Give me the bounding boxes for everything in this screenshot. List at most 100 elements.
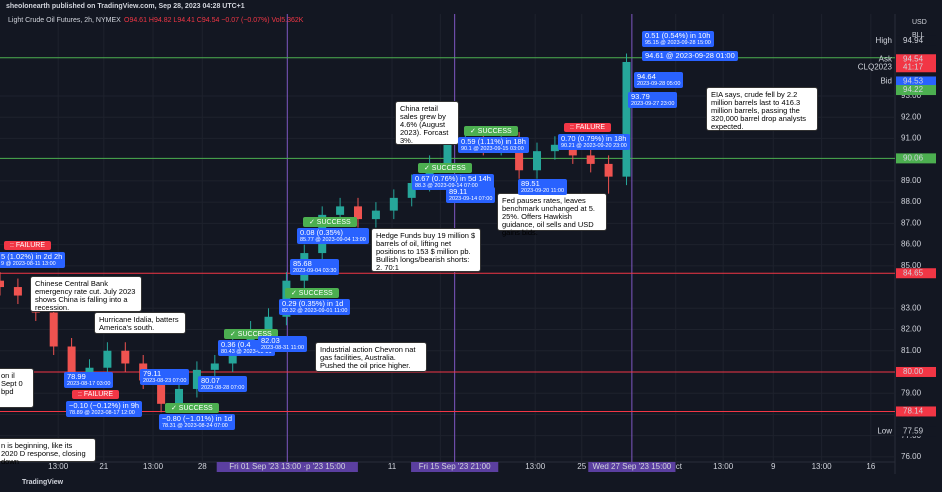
price-tag-label: 94.94 (903, 36, 924, 45)
news-note: Industrial action Chevron nat gas facili… (315, 342, 427, 372)
candle-body (282, 280, 291, 317)
level-tag (896, 268, 936, 279)
prediction-detail: 2023-08-31 11:00 (261, 345, 305, 351)
y-tick-label: 82.00 (901, 325, 922, 334)
candle-body (85, 367, 94, 377)
price-tag-name: Ask (879, 54, 893, 63)
news-note: n is beginning, like its 2020 D response… (0, 438, 96, 466)
candle-body (425, 163, 434, 184)
footer-brand: TradingView (22, 479, 64, 486)
candle-body (175, 388, 183, 404)
y-tick-label: 76.00 (901, 452, 922, 461)
y-tick-label: 88.00 (901, 197, 922, 206)
price-tag (896, 54, 936, 65)
price-tag-name: Low (877, 426, 892, 435)
candle-body (586, 155, 595, 164)
level-tag-label: 78.14 (903, 407, 924, 416)
price-tag-name: CLQ2023 (858, 62, 893, 71)
prediction: 93.79 2023-09-27 23:00 (628, 92, 678, 108)
prediction: −0.10 (−0.12%) in 9h 78.89 @ 2023-08-17 1… (66, 401, 143, 417)
byline: sheolonearth published on TradingView.co… (6, 3, 245, 10)
prediction-title: −0.10 (−0.12%) in 9h (69, 401, 140, 410)
prediction: 80.07 2023-08-28 07:00 (198, 376, 248, 392)
price-tag (896, 76, 936, 87)
news-note: Hedge Funds buy 19 million $ barrels of … (371, 228, 481, 272)
price-tag-label: 94.54 (903, 54, 924, 63)
prediction-detail: 88.3 @ 2023-09-14 07:00 (415, 183, 478, 189)
x-tick-label: 13:00 (525, 462, 546, 471)
prediction-detail: 2023-08-28 07:00 (201, 385, 245, 391)
price-tag-label: 94.22 (903, 85, 924, 94)
prediction-title: 82.03 (261, 336, 280, 345)
candle-body (389, 197, 398, 211)
prediction: 94.61 @ 2023-09-28 01:00 (642, 51, 738, 61)
unit: BLL (912, 32, 925, 39)
x-tick-label: 13:00 (143, 462, 164, 471)
level-tag-label: 90.06 (903, 153, 924, 162)
prediction-title: 78.99 (67, 372, 86, 381)
prediction: 85.68 2023-09-04 03:30 (290, 259, 340, 275)
news-note: China retail sales grew by 4.6% (August … (395, 101, 459, 145)
x-tick-label: 13:00 (48, 462, 69, 471)
price-tag-name: High (876, 36, 892, 45)
news-note: on il Sept 0 bpd (0, 368, 34, 408)
news-note: EIA says, crude fell by 2.2 million barr… (706, 87, 818, 131)
prediction-title: 0.67 (0.76%) in 5d 14h (415, 174, 491, 183)
prediction-detail: 82.32 @ 2023-09-01 11:00 (282, 308, 348, 314)
prediction-detail: 90.1 @ 2023-09-15 03:00 (461, 146, 524, 152)
x-tick-label: 11 (388, 462, 397, 471)
candle-body (533, 151, 541, 171)
prediction-status: :: FAILURE (4, 241, 52, 250)
prediction-title: 94.64 (637, 72, 656, 81)
price-tag-label: 41:17 (903, 62, 924, 71)
news-note: Hurricane Idalia, batters America's sout… (94, 312, 186, 334)
prediction-title: 85.68 (293, 259, 312, 268)
candle-body (622, 61, 631, 177)
prediction: 0.67 (0.76%) in 5d 14h 88.3 @ 2023-09-14 … (412, 174, 494, 190)
prediction-detail: 2023-09-20 11:00 (521, 188, 565, 194)
prediction-title: 0.36 (0.4 (221, 340, 251, 349)
prediction-status: ✓ SUCCESS (418, 163, 472, 173)
event-label: Wed 27 Sep '23 15:00 (592, 462, 671, 471)
level-tag-label: 84.65 (903, 268, 924, 277)
x-tick-label: 13:00 (713, 462, 734, 471)
prediction-title: 79.11 (143, 369, 162, 378)
prediction: 82.03 2023-08-31 11:00 (258, 336, 308, 352)
x-tick-label: Oct (669, 462, 682, 471)
prediction-status: ✓ SUCCESS (165, 403, 219, 413)
prediction-detail: 2023-08-17 03:00 (67, 381, 111, 387)
level-tag-label: 80.00 (903, 367, 924, 376)
candle-body (407, 183, 416, 198)
prediction-title: 93.79 (631, 92, 650, 101)
x-tick-label: 21 (99, 462, 108, 471)
event-label-bg (216, 462, 358, 472)
prediction: 89.51 2023-09-20 11:00 (518, 179, 568, 195)
candle-body (371, 210, 380, 220)
candle-body (354, 206, 362, 220)
candle-body (13, 287, 22, 296)
prediction: 94.64 2023-09-28 05:00 (634, 72, 684, 88)
prediction-title: −0.80 (−1.01%) in 1d (162, 414, 233, 423)
prediction-detail: 78.89 @ 2023-08-17 12:00 (69, 410, 135, 416)
y-tick-label: 89.00 (901, 176, 922, 185)
candle-body (49, 312, 58, 347)
prediction-detail: 80.43 @ 2023-08-31 (221, 349, 272, 355)
price-tag (896, 426, 936, 437)
prediction-status: :: FAILURE (564, 123, 612, 132)
prediction-title: 80.07 (201, 376, 220, 385)
prediction: 89.11 2023-09-14 07:00 (446, 187, 496, 203)
event-label-bg (588, 462, 676, 472)
price-tag-label: 77.59 (903, 426, 924, 435)
prediction-title: 89.51 (521, 179, 540, 188)
candle-body (568, 144, 577, 156)
candle-body (157, 380, 166, 404)
prediction: 0.29 (0.35%) in 1d 82.32 @ 2023-09-01 11:… (279, 299, 351, 315)
y-tick-label: 91.00 (901, 134, 922, 143)
prediction-detail: 95.15 @ 2023-09-28 15:00 (645, 40, 711, 46)
candle-body (604, 163, 613, 177)
prediction-detail: 85.77 @ 2023-09-04 13:00 (300, 237, 366, 243)
news-note: Fed pauses rates, leaves benchmark uncha… (497, 193, 607, 237)
event-label-bg (411, 462, 499, 472)
candle-body (192, 369, 201, 389)
prediction-title: 5 (1.02%) in 2d 2h (1, 252, 63, 261)
